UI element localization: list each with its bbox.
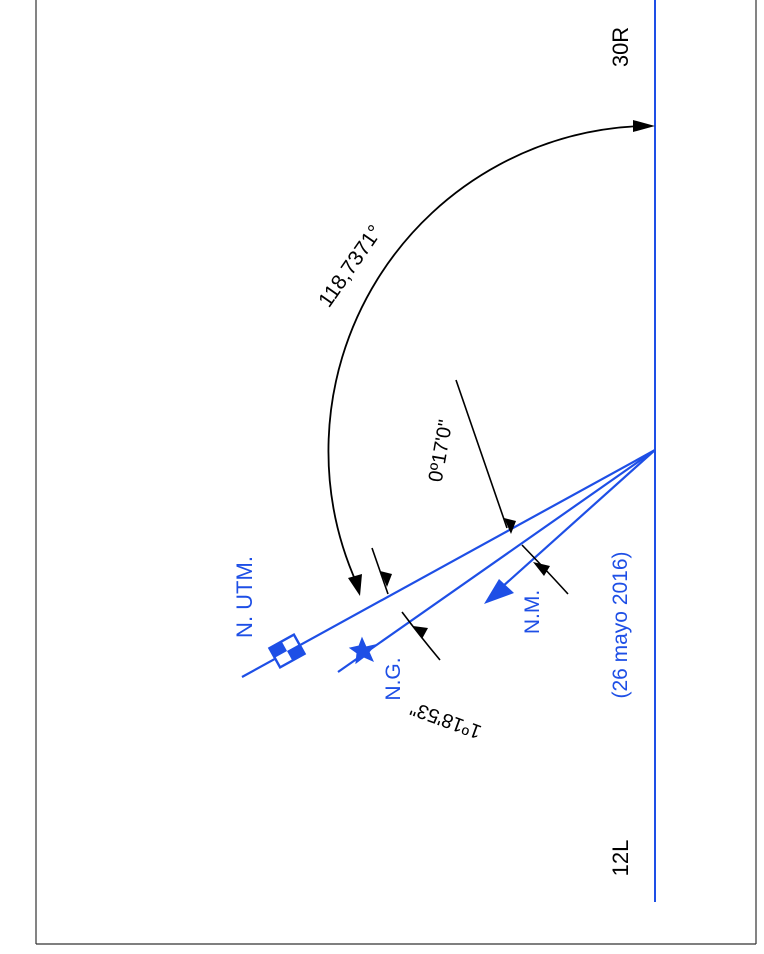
magnetic-north-line — [491, 449, 656, 597]
geographic-north-line — [337, 449, 656, 673]
magnetic-offset-label: 0º17'0" — [425, 418, 458, 484]
magnetic-north-label: N.M. — [521, 590, 544, 634]
geographic-north-label: N.G. — [382, 657, 405, 700]
bearing-arc — [327, 120, 655, 596]
utm-north-label: N. UTM. — [232, 556, 257, 638]
convergence-label: 1º18'53" — [407, 697, 484, 743]
utm-grid-symbol-icon — [267, 632, 307, 670]
magnetic-offset-dimension — [455, 379, 569, 595]
bearing-arc-start-arrow — [348, 574, 362, 596]
magnetic-date-label: (26 mayo 2016) — [609, 551, 632, 698]
runway-bearing-label: 118,7371° — [314, 221, 387, 312]
utm-north-line — [241, 449, 656, 678]
arrowhead-icon — [484, 579, 514, 604]
runway-threshold-bottom: 12L — [608, 840, 633, 877]
convergence-dimension — [371, 547, 441, 661]
drawing-frame — [35, 0, 757, 945]
runway-threshold-top: 30R — [608, 27, 633, 67]
bearing-arc-end-arrow — [633, 120, 655, 132]
star-icon — [348, 636, 377, 665]
